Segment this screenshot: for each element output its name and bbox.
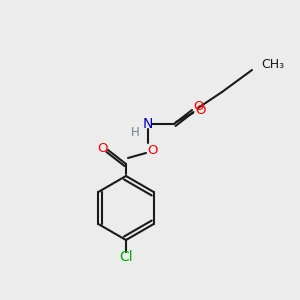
Text: Cl: Cl bbox=[119, 250, 133, 264]
Text: O: O bbox=[193, 100, 203, 113]
Text: O: O bbox=[195, 103, 205, 116]
Text: O: O bbox=[97, 142, 107, 155]
Text: CH₃: CH₃ bbox=[261, 58, 284, 71]
Text: H: H bbox=[130, 127, 140, 140]
Text: O: O bbox=[147, 143, 157, 157]
Text: N: N bbox=[143, 117, 153, 131]
